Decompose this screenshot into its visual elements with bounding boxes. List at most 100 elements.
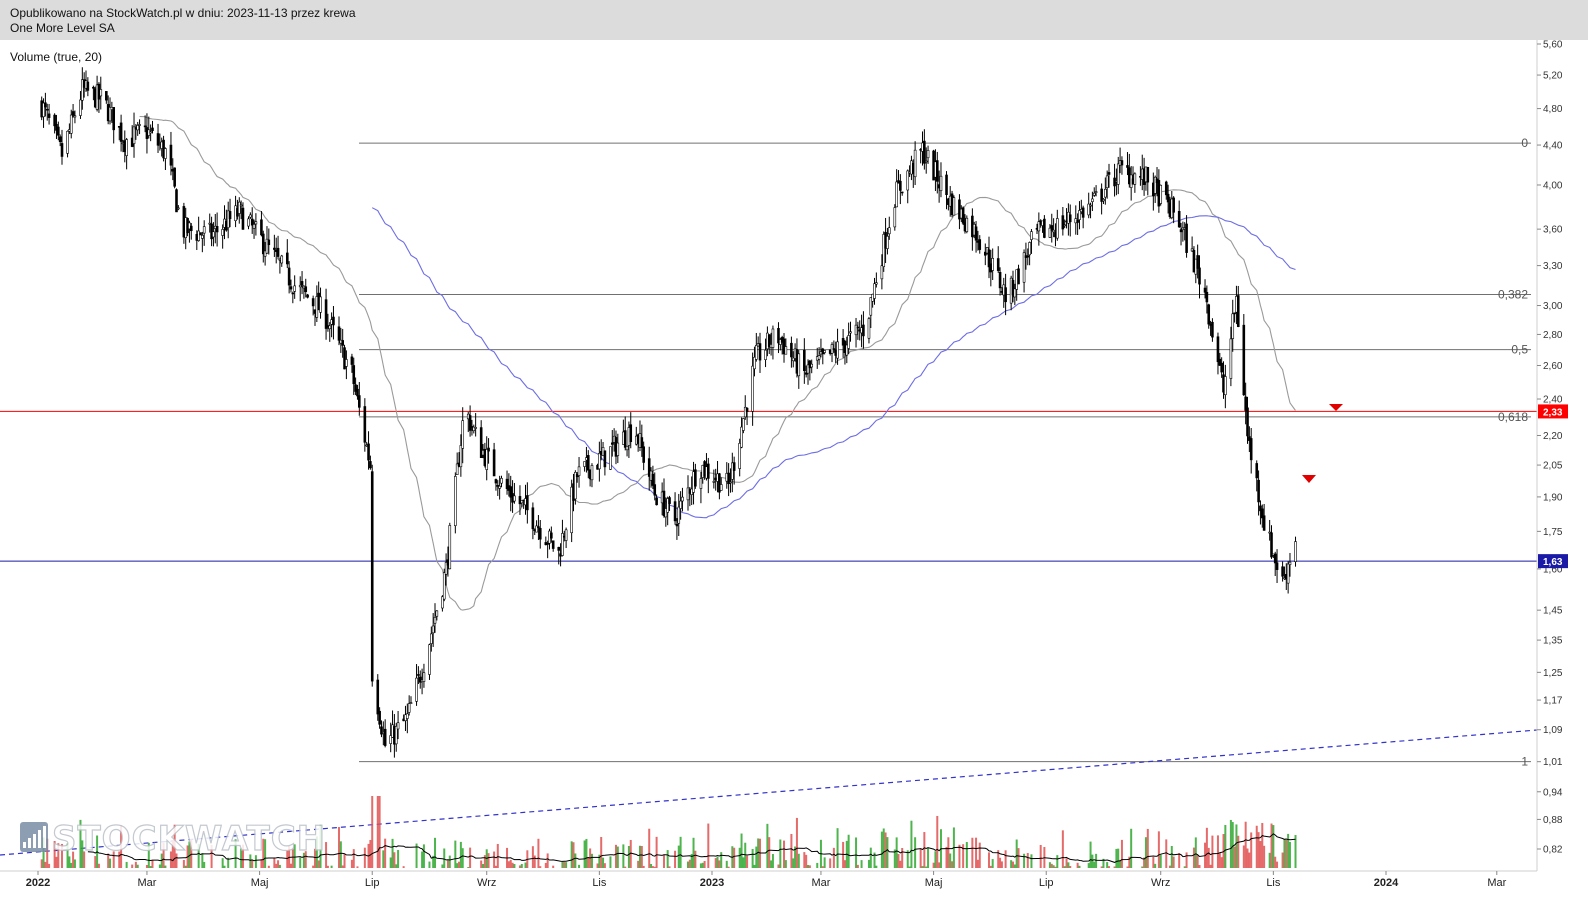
volume-bar [369,839,372,868]
candle-body [753,356,756,370]
candle-body [249,214,252,218]
volume-bar [147,842,150,868]
resistance-price-label: 2,33 [1543,407,1563,418]
volume-bar [1039,844,1042,868]
fib-label: 0 [1521,136,1528,150]
candle-body [677,506,681,524]
volume-bar [563,861,566,868]
candle-body [143,125,147,128]
volume-bar [1261,822,1264,868]
indicator-label: Volume (true, 20) [10,50,103,64]
candle-body [1288,561,1292,565]
candle-body [156,133,160,146]
volume-bar [448,855,451,868]
volume-bar [1276,861,1279,868]
volume-bar [496,843,499,868]
volume-bar [81,840,84,868]
candle-body [1133,173,1137,185]
volume-bar [1108,866,1111,868]
candle-body [924,160,928,163]
volume-bar [312,865,315,868]
volume-bar [987,852,990,868]
volume-bar [482,863,485,868]
candle-body [893,207,897,228]
volume-bar [363,847,366,868]
volume-bar [356,866,359,868]
volume-bar [805,854,808,868]
candle-body [727,472,730,485]
volume-bar [456,863,459,868]
candle-body [1105,175,1109,189]
volume-bar [921,866,924,868]
volume-bar [1196,855,1199,868]
y-tick-label: 1,45 [1543,606,1563,617]
volume-bar [337,827,340,868]
volume-bar [603,863,606,868]
price-chart: 0 0,382 0,5 0,618 1 5,60 5,20 4,80 4,40 4,00 3,60 3… [0,40,1568,889]
volume-bar [518,865,521,868]
volume-bar [699,863,702,868]
volume-bar [190,839,193,868]
candle-body [797,353,801,377]
candle-body [810,363,814,368]
candle-body [263,250,267,257]
volume-bar [1089,841,1092,868]
volume-bar [901,848,904,868]
candle-body [550,532,553,539]
volume-bar [1159,854,1162,868]
volume-bar [897,854,900,868]
volume-bar [1248,852,1251,868]
candle-body [900,191,904,194]
volume-bar [860,860,863,868]
candle-body [991,258,994,271]
candle-body [215,226,219,233]
y-tick-label: 1,01 [1543,757,1563,768]
volume-bar [443,848,446,868]
volume-bar [572,842,575,868]
candle-body [71,111,75,116]
volume-bar [254,855,257,868]
candle-body [276,247,280,257]
volume-bar [317,860,320,868]
candle-body [175,189,178,213]
volume-bar [441,864,444,868]
volume-bar [162,842,165,868]
volume-bar [976,859,979,868]
candle-body [1177,211,1181,228]
volume-bar [134,861,137,868]
y-tick-label: 1,09 [1543,725,1563,736]
candle-body [221,229,224,236]
candle-body [199,232,202,236]
x-tick-label: Mar [1487,877,1506,889]
volume-bar [1274,856,1277,868]
candle-body [1242,324,1246,396]
candle-body [790,342,793,358]
volume-bar [260,859,263,868]
candle-body [250,218,254,226]
volume-bar [221,858,224,868]
volume-bar [94,856,97,868]
volume-bar [991,859,994,868]
candle-body [1048,227,1052,238]
candle-body [442,572,446,600]
volume-bar [666,850,669,868]
y-tick-label: 1,90 [1543,492,1563,503]
candle-body [1211,321,1214,338]
volume-bar [249,854,252,868]
watermark-text: STOCKWATCH [52,819,326,859]
volume-bar [1117,848,1120,868]
candle-body [1198,267,1201,285]
header-bar: Opublikowano na StockWatch.pl w dniu: 20… [0,0,1588,40]
volume-bar [794,846,797,868]
candle-body [856,326,860,329]
candle-body [791,357,795,362]
volume-bar [125,861,128,868]
volume-bar [1004,850,1007,868]
candle-body [1185,223,1188,253]
candle-body [1229,338,1233,379]
volume-bar [947,837,950,868]
volume-bar [875,865,878,868]
volume-bar [397,849,400,868]
candle-body [498,485,501,489]
